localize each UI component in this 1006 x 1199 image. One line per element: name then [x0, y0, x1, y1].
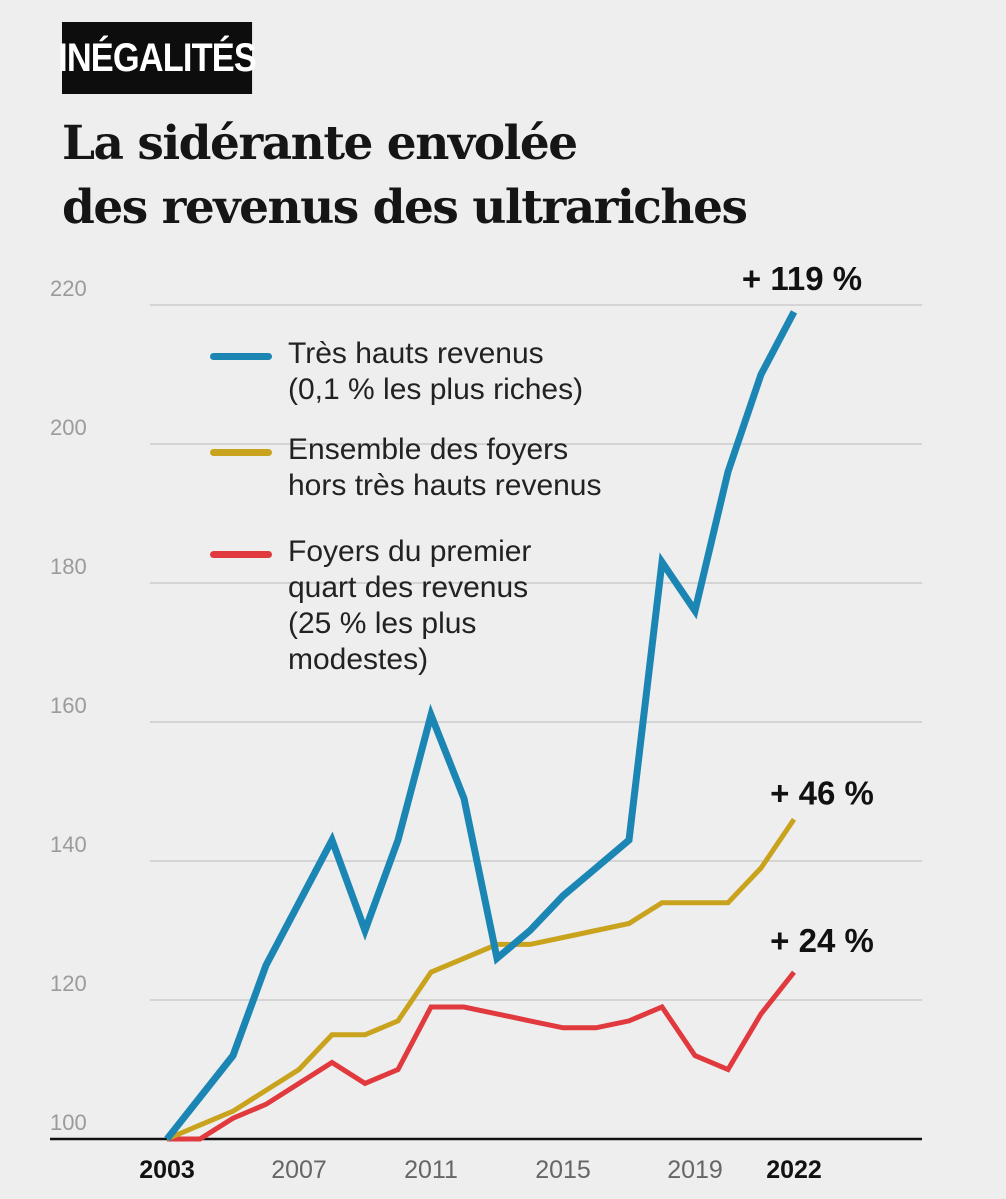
legend-swatch-premier-quart [210, 551, 272, 558]
x-tick-label: 2015 [535, 1156, 591, 1184]
x-tick-label: 2007 [271, 1156, 327, 1184]
y-tick-label: 100 [50, 1110, 87, 1135]
chart-title-line-1: La sidérante envolée [62, 116, 578, 171]
y-tick-label: 160 [50, 693, 87, 718]
legend-label: hors très hauts revenus [288, 469, 602, 502]
series-line-tres-hauts [164, 310, 798, 1142]
y-tick-label: 180 [50, 554, 87, 579]
series-annotation: + 119 % [742, 260, 862, 297]
series-line-premier-quart [167, 970, 796, 1142]
legend-label: (25 % les plus [288, 607, 477, 640]
legend-label: Ensemble des foyers [288, 433, 569, 466]
legend-label: quart des revenus [288, 571, 529, 604]
y-tick-label: 120 [50, 971, 87, 996]
legend-item-premier-quart: Foyers du premier quart des revenus (25 … [210, 534, 648, 678]
legend-label: modestes) [288, 643, 429, 676]
series-annotations: + 119 % + 46 % + 24 % [742, 260, 874, 959]
y-tick-label: 200 [50, 415, 87, 440]
legend-label: Très hauts revenus [288, 337, 544, 370]
series-lines [164, 310, 798, 1142]
y-tick-label: 220 [50, 276, 87, 301]
legend-swatch-ensemble [210, 449, 272, 456]
category-tag: INÉGALITÉS [58, 22, 257, 94]
series-line-ensemble [166, 817, 797, 1142]
chart-title-line-2: des revenus des ultrariches [62, 180, 748, 235]
legend-label: Foyers du premier [288, 535, 532, 568]
y-tick-label: 140 [50, 832, 87, 857]
legend-swatch-tres-hauts [210, 353, 272, 360]
x-tick-labels: 2003 2007 2011 2015 2019 2022 [139, 1156, 822, 1184]
x-tick-label: 2019 [667, 1156, 723, 1184]
x-tick-label: 2003 [139, 1156, 195, 1184]
series-annotation: + 24 % [770, 922, 874, 959]
y-tick-labels: 100 120 140 160 180 200 220 [50, 276, 87, 1135]
chart-title: La sidérante envolée des revenus des ult… [62, 112, 962, 240]
legend-item-ensemble: Ensemble des foyers hors très hauts reve… [210, 432, 648, 504]
x-tick-label: 2011 [404, 1156, 458, 1184]
series-annotation: + 46 % [770, 774, 874, 811]
legend-label: (0,1 % les plus riches) [288, 373, 584, 406]
legend-item-tres-hauts: Très hauts revenus (0,1 % les plus riche… [210, 336, 648, 408]
x-tick-label: 2022 [766, 1156, 822, 1184]
